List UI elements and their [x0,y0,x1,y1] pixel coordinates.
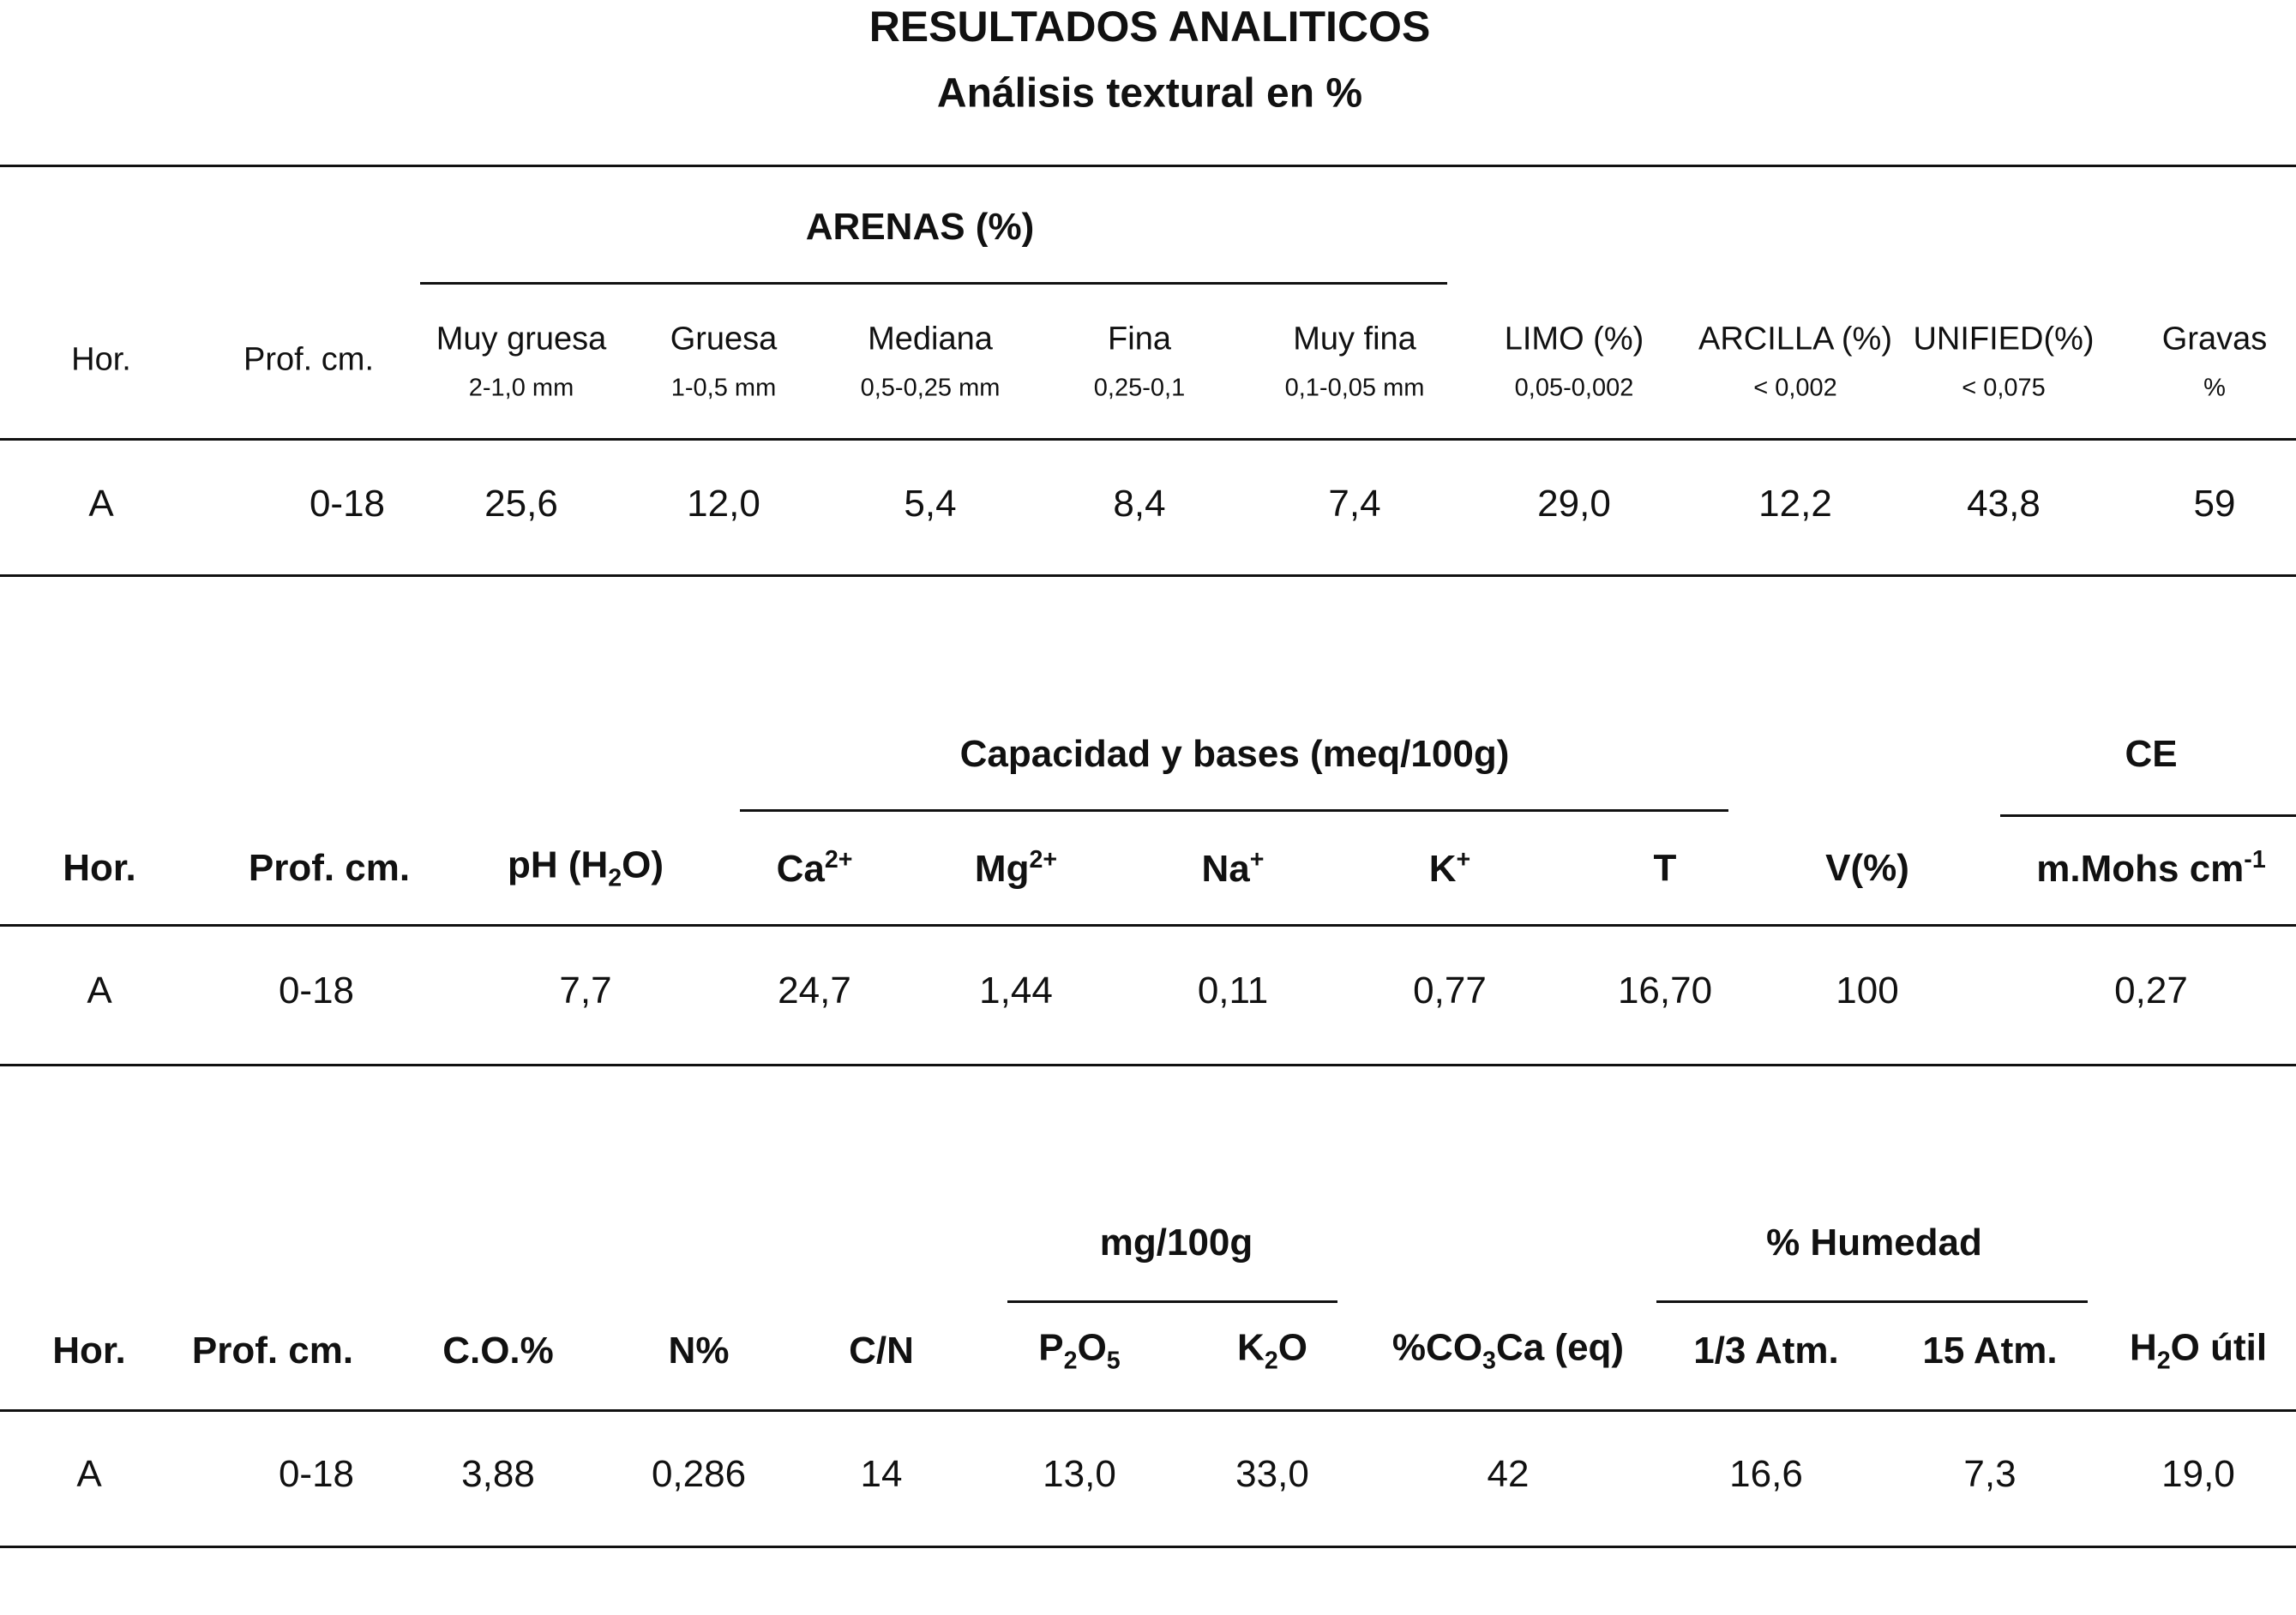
cell-limo: 29,0 [1537,483,1611,525]
cell-v: 100 [1836,970,1899,1012]
ce-group-header: CE [2125,733,2178,775]
col-header-prof: Prof. cm. [248,847,411,889]
col-header-muy-gruesa: Muy gruesa [436,321,607,357]
col-sub-muy-fina: 0,1-0,05 mm [1284,374,1425,402]
divider [420,282,1447,285]
col-header-hor: Hor. [63,847,136,889]
col-header-unified: UNIFIED(%) [1913,321,2095,357]
divider [0,438,2296,441]
divider [1656,1300,2088,1303]
col-header-co: C.O.% [442,1330,554,1372]
cell-15-atm: 7,3 [1963,1453,2017,1495]
cell-hor: A [88,483,114,525]
cell-mediana: 5,4 [904,483,957,525]
divider [0,1409,2296,1412]
divider [0,1546,2296,1548]
divider [0,574,2296,577]
cell-fina: 8,4 [1113,483,1166,525]
divider [0,1064,2296,1066]
cell-prof: 0-18 [309,483,386,525]
humedad-group-header: % Humedad [1766,1222,1982,1264]
cell-t: 16,70 [1617,970,1713,1012]
cell-co3ca: 42 [1487,1453,1530,1495]
col-sub-muy-gruesa: 2-1,0 mm [468,374,574,402]
cell-co: 3,88 [461,1453,535,1495]
cell-k2o: 33,0 [1235,1453,1309,1495]
col-header-hor: Hor. [52,1330,126,1372]
cell-k: 0,77 [1413,970,1487,1012]
cell-gravas: 59 [2193,483,2236,525]
cell-prof: 0-18 [278,1453,355,1495]
col-sub-arcilla: < 0,002 [1753,374,1837,402]
col-header-ca: Ca2+ [776,846,853,890]
col-header-muy-fina: Muy fina [1293,321,1416,357]
cell-ca: 24,7 [778,970,851,1012]
col-header-ph: pH (H2O) [507,844,664,892]
col-header-arcilla: ARCILLA (%) [1698,321,1892,357]
cell-mg: 1,44 [979,970,1053,1012]
cell-na: 0,11 [1197,970,1269,1012]
col-header-hor: Hor. [71,341,131,378]
cell-cn: 14 [860,1453,903,1495]
col-header-prof: Prof. cm. [243,341,375,378]
page-title: RESULTADOS ANALITICOS [869,3,1431,51]
col-sub-limo: 0,05-0,002 [1514,374,1634,402]
col-header-ce-units: m.Mohs cm-1 [2036,846,2266,890]
cell-hor: A [87,970,112,1012]
col-header-k2o: K2O [1237,1326,1307,1375]
cell-muy-gruesa: 25,6 [484,483,558,525]
col-header-gravas: Gravas [2161,321,2268,357]
cell-arcilla: 12,2 [1758,483,1832,525]
col-header-15-atm: 15 Atm. [1922,1330,2058,1372]
cell-ce: 0,27 [2114,970,2188,1012]
page-subtitle: Análisis textural en % [936,70,1363,117]
col-header-t: T [1653,847,1677,889]
col-header-limo: LIMO (%) [1504,321,1644,357]
cell-n: 0,286 [651,1453,747,1495]
col-header-h2o-util: H2O útil [2129,1326,2268,1375]
divider [740,809,1728,812]
col-header-n: N% [668,1330,730,1372]
col-header-mg: Mg2+ [974,846,1058,890]
col-sub-unified: < 0,075 [1962,374,2046,402]
mg-group-header: mg/100g [1099,1222,1253,1264]
col-header-co3ca: %CO3Ca (eq) [1391,1326,1625,1375]
capacidad-group-header: Capacidad y bases (meq/100g) [959,733,1510,775]
cell-unified: 43,8 [1967,483,2041,525]
divider [0,165,2296,167]
col-header-k: K+ [1428,846,1471,890]
divider [0,924,2296,927]
col-header-cn: C/N [849,1330,914,1372]
cell-h2o-util: 19,0 [2161,1453,2235,1495]
col-header-1-3-atm: 1/3 Atm. [1693,1330,1839,1372]
col-header-p2o5: P2O5 [1038,1326,1121,1375]
col-header-v: V(%) [1825,847,1909,889]
cell-ph: 7,7 [559,970,612,1012]
cell-p2o5: 13,0 [1043,1453,1116,1495]
col-header-mediana: Mediana [868,321,993,357]
cell-prof: 0-18 [278,970,355,1012]
divider [2000,814,2296,817]
col-header-prof: Prof. cm. [191,1330,354,1372]
col-sub-gruesa: 1-0,5 mm [670,374,777,402]
col-sub-fina: 0,25-0,1 [1093,374,1186,402]
col-sub-mediana: 0,5-0,25 mm [860,374,1001,402]
col-header-gruesa: Gruesa [670,321,778,357]
col-sub-gravas: % [2203,374,2226,402]
col-header-fina: Fina [1108,321,1171,357]
divider [1007,1300,1337,1303]
arenas-group-header: ARENAS (%) [805,206,1035,248]
col-header-na: Na+ [1201,846,1265,890]
cell-hor: A [76,1453,102,1495]
cell-gruesa: 12,0 [687,483,760,525]
cell-1-3-atm: 16,6 [1729,1453,1803,1495]
cell-muy-fina: 7,4 [1328,483,1381,525]
